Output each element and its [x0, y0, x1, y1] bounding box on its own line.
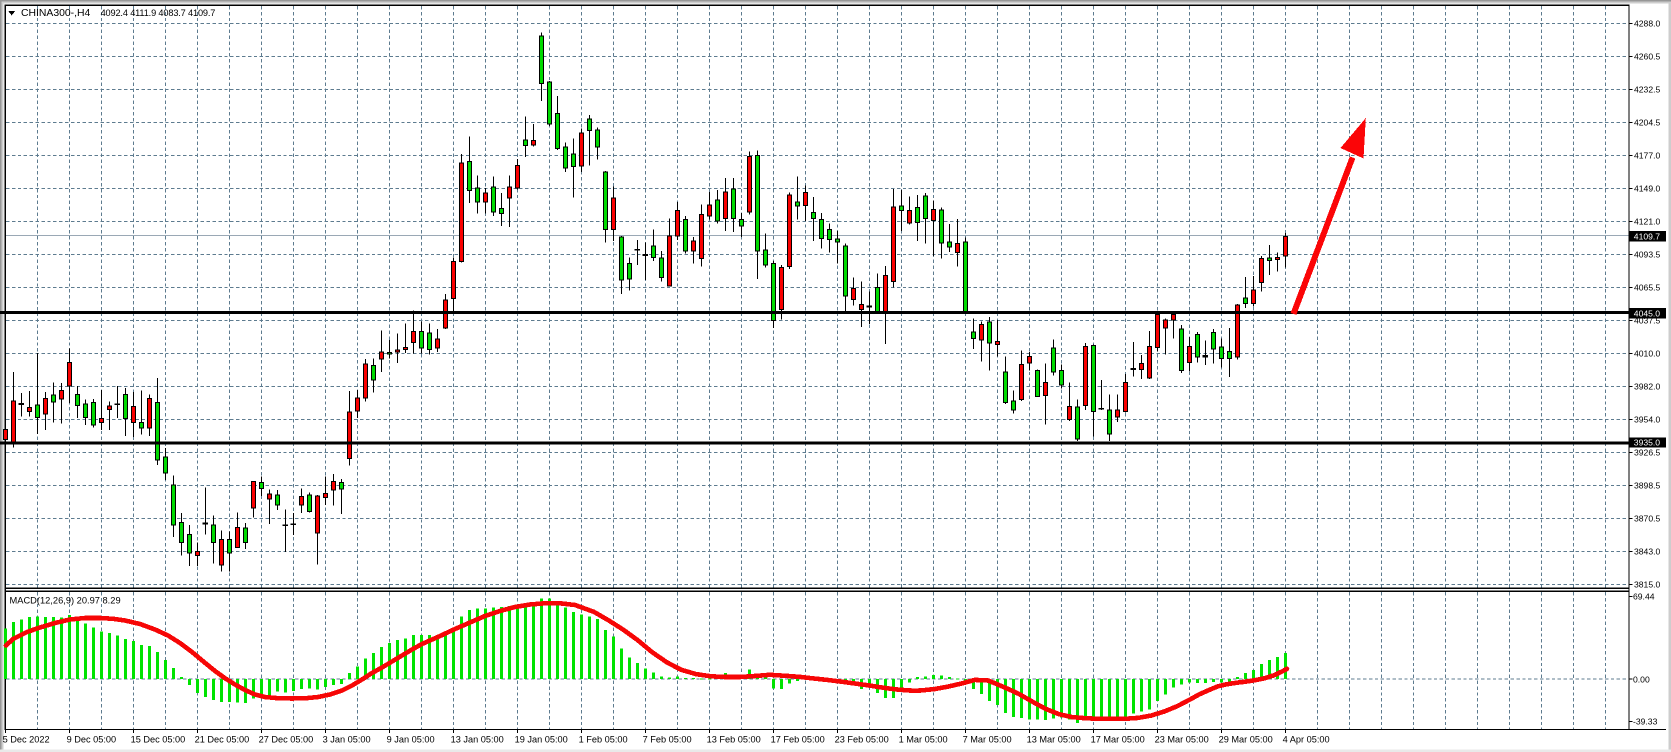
svg-text:69.44: 69.44: [1633, 592, 1655, 602]
svg-text:4065.5: 4065.5: [1634, 283, 1661, 293]
svg-text:4010.0: 4010.0: [1634, 349, 1661, 359]
svg-text:4 Apr 05:00: 4 Apr 05:00: [1283, 734, 1330, 744]
svg-text:CHINA300-,H4: CHINA300-,H4: [21, 8, 91, 19]
svg-text:3954.0: 3954.0: [1634, 415, 1661, 425]
svg-text:5 Dec 2022: 5 Dec 2022: [3, 734, 50, 744]
svg-text:3843.0: 3843.0: [1634, 547, 1661, 557]
svg-text:7 Mar 05:00: 7 Mar 05:00: [963, 734, 1012, 744]
svg-text:3815.0: 3815.0: [1634, 580, 1661, 590]
svg-text:1 Mar 05:00: 1 Mar 05:00: [899, 734, 948, 744]
svg-text:4232.5: 4232.5: [1634, 85, 1661, 95]
svg-text:4288.0: 4288.0: [1634, 19, 1661, 29]
svg-text:3898.5: 3898.5: [1634, 481, 1661, 491]
svg-text:4121.0: 4121.0: [1634, 217, 1661, 227]
svg-text:4149.0: 4149.0: [1634, 184, 1661, 194]
svg-text:17 Feb 05:00: 17 Feb 05:00: [771, 734, 825, 744]
svg-text:27 Dec 05:00: 27 Dec 05:00: [259, 734, 314, 744]
svg-text:3926.5: 3926.5: [1634, 448, 1661, 458]
svg-text:21 Dec 05:00: 21 Dec 05:00: [195, 734, 250, 744]
svg-text:4260.5: 4260.5: [1634, 52, 1661, 62]
svg-text:4093.5: 4093.5: [1634, 250, 1661, 260]
svg-text:29 Mar 05:00: 29 Mar 05:00: [1219, 734, 1273, 744]
svg-text:4037.5: 4037.5: [1634, 316, 1661, 326]
svg-text:4109.7: 4109.7: [1634, 231, 1661, 241]
svg-text:MACD(12,26,9) 20.97 8.29: MACD(12,26,9) 20.97 8.29: [10, 596, 121, 606]
svg-text:3982.0: 3982.0: [1634, 382, 1661, 392]
svg-text:17 Mar 05:00: 17 Mar 05:00: [1091, 734, 1145, 744]
svg-text:13 Jan 05:00: 13 Jan 05:00: [451, 734, 504, 744]
svg-text:3935.0: 3935.0: [1634, 438, 1661, 448]
svg-text:9 Dec 05:00: 9 Dec 05:00: [67, 734, 117, 744]
svg-text:4092.4 4111.9 4083.7 4109.7: 4092.4 4111.9 4083.7 4109.7: [101, 8, 216, 18]
svg-text:23 Mar 05:00: 23 Mar 05:00: [1155, 734, 1209, 744]
svg-text:4177.0: 4177.0: [1634, 151, 1661, 161]
svg-text:1 Feb 05:00: 1 Feb 05:00: [579, 734, 628, 744]
svg-text:-39.33: -39.33: [1633, 717, 1658, 727]
svg-text:13 Mar 05:00: 13 Mar 05:00: [1027, 734, 1081, 744]
svg-text:3 Jan 05:00: 3 Jan 05:00: [323, 734, 371, 744]
svg-text:3870.5: 3870.5: [1634, 514, 1661, 524]
svg-text:7 Feb 05:00: 7 Feb 05:00: [643, 734, 692, 744]
svg-text:0.00: 0.00: [1633, 674, 1650, 684]
svg-text:23 Feb 05:00: 23 Feb 05:00: [835, 734, 889, 744]
svg-text:4045.0: 4045.0: [1634, 309, 1661, 319]
svg-text:4204.5: 4204.5: [1634, 118, 1661, 128]
svg-text:9 Jan 05:00: 9 Jan 05:00: [387, 734, 435, 744]
svg-text:13 Feb 05:00: 13 Feb 05:00: [707, 734, 761, 744]
svg-text:19 Jan 05:00: 19 Jan 05:00: [515, 734, 568, 744]
svg-text:15 Dec 05:00: 15 Dec 05:00: [131, 734, 186, 744]
